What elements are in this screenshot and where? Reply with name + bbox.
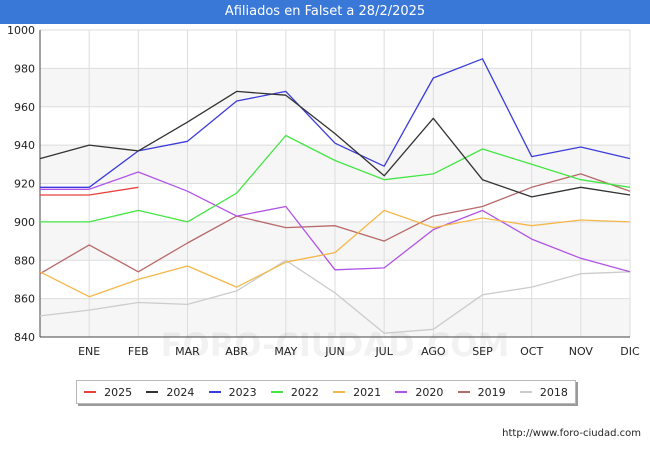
chart-title: Afiliados en Falset a 28/2/2025 [0,0,650,24]
y-tick-label: 900 [14,216,35,229]
legend-item-2024: 2024 [146,386,194,399]
legend-label: 2023 [228,385,257,399]
legend-swatch [146,391,159,393]
legend-label: 2018 [539,385,568,399]
series-line-2019 [39,173,631,275]
y-tick-label: 880 [14,254,35,267]
legend-item-2018: 2018 [519,385,568,399]
series-line-2025 [40,186,139,196]
series-line-2024 [39,90,631,198]
series-line-2018 [39,259,631,334]
x-tick-label: OCT [520,345,543,358]
axes [39,30,630,338]
series-lines [39,58,631,334]
legend-swatch [84,391,97,393]
legend-swatch [333,391,346,393]
y-tick-label: 860 [14,293,35,306]
series-line-2021 [39,209,631,298]
x-tick-label: AGO [421,345,446,358]
legend-item-2022: 2022 [270,385,319,399]
legend-swatch [208,391,221,393]
x-tick-label: MAR [175,345,200,358]
legend-swatch [519,391,532,393]
y-tick-label: 1000 [7,24,35,37]
legend: 2025 2024 2023 2022 2021 2020 2019 2018 [76,380,576,404]
series-line-2020 [40,171,631,273]
y-tick-label: 920 [14,178,35,191]
series-line-2022 [40,134,631,223]
watermark: FORO-CIUDAD.COM [161,326,510,364]
legend-label: 2020 [415,385,444,399]
y-tick-label: 960 [14,101,35,114]
legend-swatch [270,391,283,393]
x-tick-label: SEP [472,345,493,358]
y-tick-label: 980 [14,62,35,75]
legend-item-2019: 2019 [457,385,506,399]
legend-item-2023: 2023 [208,385,257,399]
legend-label: 2022 [290,385,319,399]
x-tick-label: ABR [225,345,248,358]
legend-label: 2024 [166,385,195,399]
legend-item-2025: 2025 [84,386,132,399]
x-tick-label: MAY [274,345,297,358]
x-tick-label: JUL [374,345,393,358]
x-tick-label: FEB [128,345,149,358]
legend-label: 2025 [104,385,133,399]
y-tick-label: 940 [14,139,35,152]
legend-item-2020: 2020 [395,386,443,399]
y-tick-labels: 840 860 880 900 920 940 960 980 1000 [7,24,35,344]
x-tick-label: DIC [620,345,640,358]
x-tick-label: JUN [324,345,345,358]
x-tick-label: NOV [569,345,594,358]
footer-url[interactable]: http://www.foro-ciudad.com [502,428,641,439]
y-tick-label: 840 [14,331,35,344]
x-tick-labels: ENE FEB MAR ABR MAY JUN JUL AGO SEP OCT NOV DIC [78,345,640,358]
legend-swatch [395,391,408,393]
x-tick-label: ENE [78,345,100,358]
legend-label: 2021 [353,385,382,399]
legend-item-2021: 2021 [333,386,381,399]
legend-swatch [457,391,470,393]
legend-label: 2019 [477,385,506,399]
